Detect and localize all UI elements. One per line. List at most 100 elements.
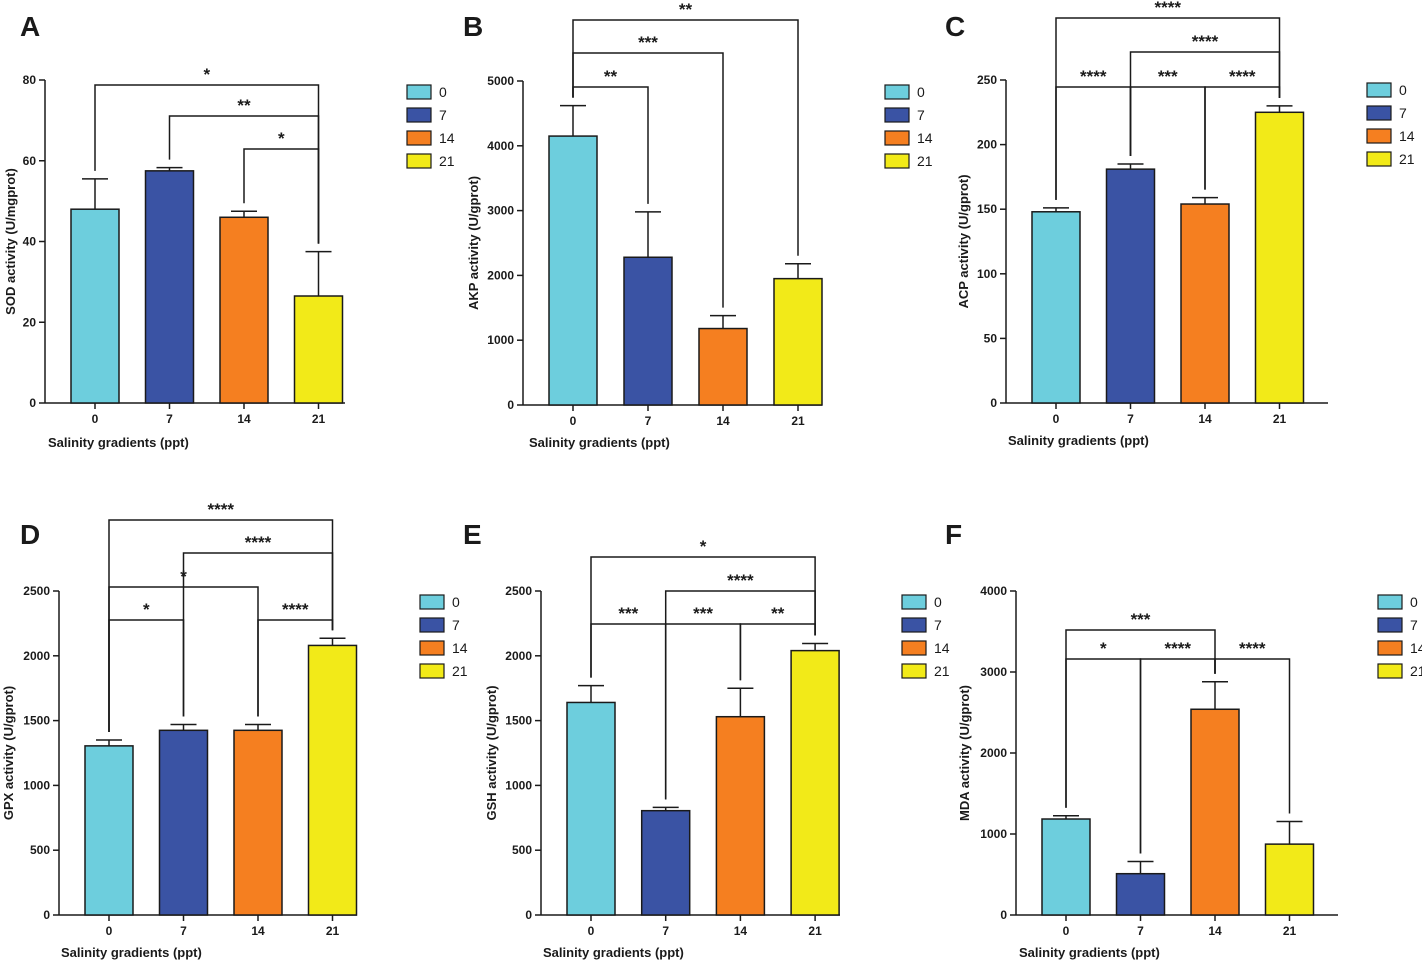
legend-swatch [406,84,432,100]
bar-21 [1264,843,1315,916]
y-tick-label: 1000 [487,333,514,347]
bar-7 [640,809,691,916]
x-tick-label: 14 [1198,412,1212,426]
x-tick-label: 7 [166,412,173,426]
y-tick-label: 0 [507,398,514,412]
x-tick-label: 21 [808,924,822,938]
x-tick-label: 7 [662,924,669,938]
x-tick-label: 0 [1053,412,1060,426]
y-tick-label: 500 [30,843,50,857]
legend-swatch [901,640,927,656]
y-tick-label: 0 [990,396,997,410]
y-tick-label: 250 [977,73,997,87]
x-axis-title: Salinity gradients (ppt) [543,945,684,960]
significance-label: ** [604,67,618,86]
bar-7 [623,256,673,406]
significance-bracket [108,619,185,733]
y-axis-title: AKP activity (U/gprot) [466,176,481,310]
y-tick-label: 1500 [23,714,50,728]
legend-label: 14 [439,130,455,146]
legend-label: 0 [452,594,460,610]
legend-swatch [419,594,445,610]
x-tick-label: 21 [326,924,340,938]
legend-swatch [1377,663,1403,679]
bar-7 [1115,872,1166,916]
y-axis-title: SOD activity (U/mgprot) [3,168,18,315]
bar-0 [1041,818,1091,916]
bar-21 [293,295,344,404]
significance-label: **** [1229,67,1256,86]
x-axis-title: Salinity gradients (ppt) [529,435,670,450]
legend-swatch [1366,82,1392,98]
legend-swatch [1366,128,1392,144]
legend-swatch [884,153,910,169]
bar-7 [1105,168,1156,404]
x-tick-label: 14 [734,924,748,938]
significance-label: * [143,600,150,619]
legend-label: 0 [917,84,925,100]
legend-label: 7 [439,107,447,123]
y-tick-label: 2000 [487,268,514,282]
x-tick-label: 7 [1137,924,1144,938]
x-tick-label: 7 [1127,412,1134,426]
bar-21 [1254,111,1305,404]
legend-swatch [884,107,910,123]
panel-letter: E [463,519,482,550]
x-axis-title: Salinity gradients (ppt) [1008,433,1149,448]
y-tick-label: 2000 [980,746,1007,760]
legend-swatch [901,663,927,679]
legend-swatch [901,594,927,610]
panel-letter: F [945,519,962,550]
significance-label: **** [1165,639,1192,658]
legend-swatch [419,640,445,656]
significance-bracket [108,519,334,733]
x-tick-label: 0 [570,414,577,428]
chart-panel-c: C ACP activity (U/gprot) 0 50 100 150 200 250 0 7… [945,0,1415,448]
legend-label: 14 [1410,640,1422,656]
y-tick-label: 2500 [505,584,532,598]
significance-label: *** [1131,610,1151,629]
significance-bracket [243,148,320,244]
legend-label: 7 [934,617,942,633]
x-tick-label: 14 [716,414,730,428]
bar-7 [158,729,209,916]
chart-panel-b: B AKP activity (U/gprot) 0 1000 2000 3000 4000… [463,0,933,450]
significance-bracket [572,19,799,256]
y-tick-label: 1500 [505,714,532,728]
significance-label: * [1100,639,1107,658]
legend-label: 21 [452,663,468,679]
y-axis-title: GSH activity (U/gprot) [484,685,499,820]
legend-swatch [406,153,432,169]
legend-label: 0 [439,84,447,100]
significance-label: ** [679,0,693,19]
y-tick-label: 2500 [23,584,50,598]
significance-label: **** [208,500,235,519]
y-tick-label: 200 [977,138,997,152]
panel-letter: C [945,11,965,42]
y-tick-label: 1000 [23,778,50,792]
legend-label: 21 [1410,663,1422,679]
significance-label: **** [1080,67,1107,86]
y-tick-label: 0 [1000,908,1007,922]
significance-label: * [278,129,285,148]
legend-label: 14 [452,640,468,656]
panel-letter: D [20,519,40,550]
chart-panel-a: A SOD activity (U/mgprot) 0 20 40 60 80 0 7 14 21 S… [3,11,455,450]
significance-label: **** [1192,32,1219,51]
x-tick-label: 0 [588,924,595,938]
significance-label: *** [618,604,638,623]
legend-label: 7 [917,107,925,123]
x-tick-label: 21 [312,412,326,426]
legend-swatch [1366,105,1392,121]
y-axis-title: GPX activity (U/gprot) [1,686,16,820]
legend-swatch [901,617,927,633]
legend-label: 14 [1399,128,1415,144]
x-axis-title: Salinity gradients (ppt) [1019,945,1160,960]
significance-bracket [1055,17,1281,200]
chart-panel-d: D GPX activity (U/gprot) 0 500 1000 1500 2000 2… [1,500,468,960]
panel-letter: B [463,11,483,42]
significance-label: * [203,65,210,84]
x-axis-title: Salinity gradients (ppt) [61,945,202,960]
y-tick-label: 150 [977,202,997,216]
x-tick-label: 14 [237,412,251,426]
